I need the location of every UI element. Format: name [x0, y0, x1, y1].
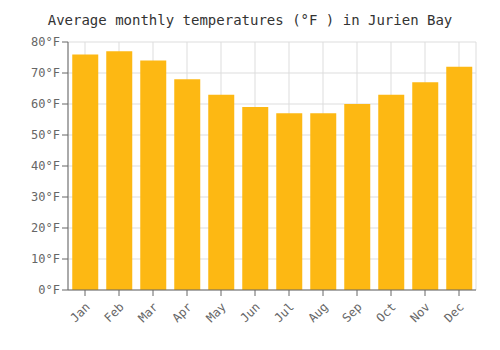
svg-text:Jan: Jan [68, 300, 93, 325]
svg-text:Feb: Feb [102, 300, 127, 325]
svg-text:May: May [204, 300, 229, 325]
svg-text:0°F: 0°F [38, 283, 60, 297]
svg-text:Jun: Jun [238, 300, 263, 325]
svg-text:Mar: Mar [136, 300, 161, 325]
svg-text:40°F: 40°F [31, 159, 60, 173]
svg-text:10°F: 10°F [31, 252, 60, 266]
svg-text:Dec: Dec [442, 300, 467, 325]
svg-text:60°F: 60°F [31, 97, 60, 111]
svg-text:80°F: 80°F [31, 35, 60, 49]
svg-text:30°F: 30°F [31, 190, 60, 204]
html-text:Average monthly temperatures (: Average monthly temperatures (°F ) in Ju… [47, 12, 453, 28]
svg-text:70°F: 70°F [31, 66, 60, 80]
svg-text:50°F: 50°F [31, 128, 60, 142]
svg-text:Sep: Sep [340, 300, 365, 325]
svg-text:Jul: Jul [272, 300, 297, 325]
svg-text:Aug: Aug [306, 300, 331, 325]
svg-text:Apr: Apr [170, 300, 195, 325]
svg-text:20°F: 20°F [31, 221, 60, 235]
svg-text:Oct: Oct [374, 300, 399, 325]
svg-text:Nov: Nov [408, 300, 433, 325]
